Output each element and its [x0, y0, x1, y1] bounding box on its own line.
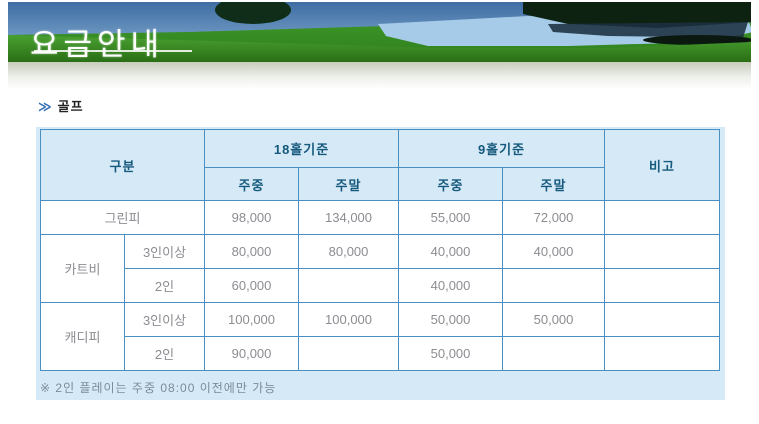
row-sublabel-cartfee-over3: 3인이상 [123, 234, 206, 269]
cell-caddyfee-over3-remark [604, 302, 721, 337]
cell-caddyfee-over3-9-weekend: 50,000 [502, 302, 606, 337]
golf-price-table: 구분 18홀기준 9홀기준 비고 주중 주말 주중 주말 그린피 98,000 … [39, 129, 721, 371]
cell-caddyfee-over3-18-weekday: 100,000 [204, 302, 300, 337]
header-row-1: 구분 18홀기준 9홀기준 비고 [39, 129, 721, 201]
cell-caddyfee-two-9-weekend [502, 336, 606, 371]
cell-caddyfee-two-18-weekday: 90,000 [204, 336, 300, 371]
table-row-greenfee: 그린피 98,000 134,000 55,000 72,000 [39, 200, 721, 235]
col-header-18hole: 18홀기준 [204, 129, 400, 168]
table-row-cartfee-over3: 카트비 3인이상 80,000 80,000 40,000 40,000 [40, 234, 721, 303]
golf-course-photo [8, 2, 751, 62]
cell-greenfee-remark [604, 200, 721, 235]
title-underline [34, 50, 192, 52]
table-row-caddyfee-over3: 캐디피 3인이상 100,000 100,000 50,000 50,000 [40, 302, 721, 371]
cell-caddyfee-two-remark [604, 336, 721, 371]
row-label-greenfee: 그린피 [39, 200, 206, 235]
cell-cartfee-two-18-weekday: 60,000 [204, 268, 300, 303]
cell-caddyfee-two-18-weekend [298, 336, 400, 371]
table-row-caddyfee-two: 2인 90,000 50,000 [41, 336, 721, 371]
col-header-remarks: 비고 [604, 129, 721, 201]
cell-cartfee-over3-9-weekend: 40,000 [502, 234, 606, 269]
price-panel: 구분 18홀기준 9홀기준 비고 주중 주말 주중 주말 그린피 98,000 … [36, 127, 725, 400]
section-heading: ≫ 골프 [38, 96, 84, 115]
row-sublabel-caddyfee-over3: 3인이상 [123, 302, 206, 337]
cell-cartfee-over3-18-weekend: 80,000 [298, 234, 400, 269]
cell-greenfee-9-weekend: 72,000 [502, 200, 606, 235]
row-sublabel-caddyfee-two: 2인 [123, 336, 206, 371]
cell-caddyfee-over3-9-weekday: 50,000 [398, 302, 504, 337]
cell-cartfee-over3-remark [604, 234, 721, 269]
page-title: 요금안내 [30, 27, 165, 62]
cell-greenfee-18-weekend: 134,000 [298, 200, 400, 235]
cell-greenfee-18-weekday: 98,000 [204, 200, 300, 235]
cell-caddyfee-over3-18-weekend: 100,000 [298, 302, 400, 337]
banner-fade [8, 62, 751, 89]
col-header-9hole: 9홀기준 [398, 129, 606, 168]
double-chevron-icon: ≫ [38, 99, 52, 114]
cell-caddyfee-two-9-weekday: 50,000 [398, 336, 504, 371]
cell-cartfee-over3-18-weekday: 80,000 [204, 234, 300, 269]
row-label-cartfee: 카트비 [40, 234, 125, 303]
footnote: ※ 2인 플레이는 주중 08:00 이전에만 가능 [40, 381, 277, 395]
cell-cartfee-two-18-weekend [298, 268, 400, 303]
banner: 요금안내 [8, 2, 751, 62]
row-sublabel-cartfee-two: 2인 [123, 268, 206, 303]
table-row-cartfee-two: 2인 60,000 40,000 [41, 268, 721, 303]
cell-cartfee-two-9-weekday: 40,000 [398, 268, 504, 303]
col-header-18-weekday: 주중 [204, 167, 300, 201]
col-header-18-weekend: 주말 [298, 167, 400, 201]
col-header-9-weekday: 주중 [398, 167, 504, 201]
cell-cartfee-two-remark [604, 268, 721, 303]
cell-cartfee-two-9-weekend [502, 268, 606, 303]
cell-greenfee-9-weekday: 55,000 [398, 200, 504, 235]
section-label: 골프 [57, 99, 84, 114]
row-label-caddyfee: 캐디피 [40, 302, 125, 371]
cell-cartfee-over3-9-weekday: 40,000 [398, 234, 504, 269]
col-header-category: 구분 [39, 129, 206, 201]
col-header-9-weekend: 주말 [502, 167, 606, 201]
